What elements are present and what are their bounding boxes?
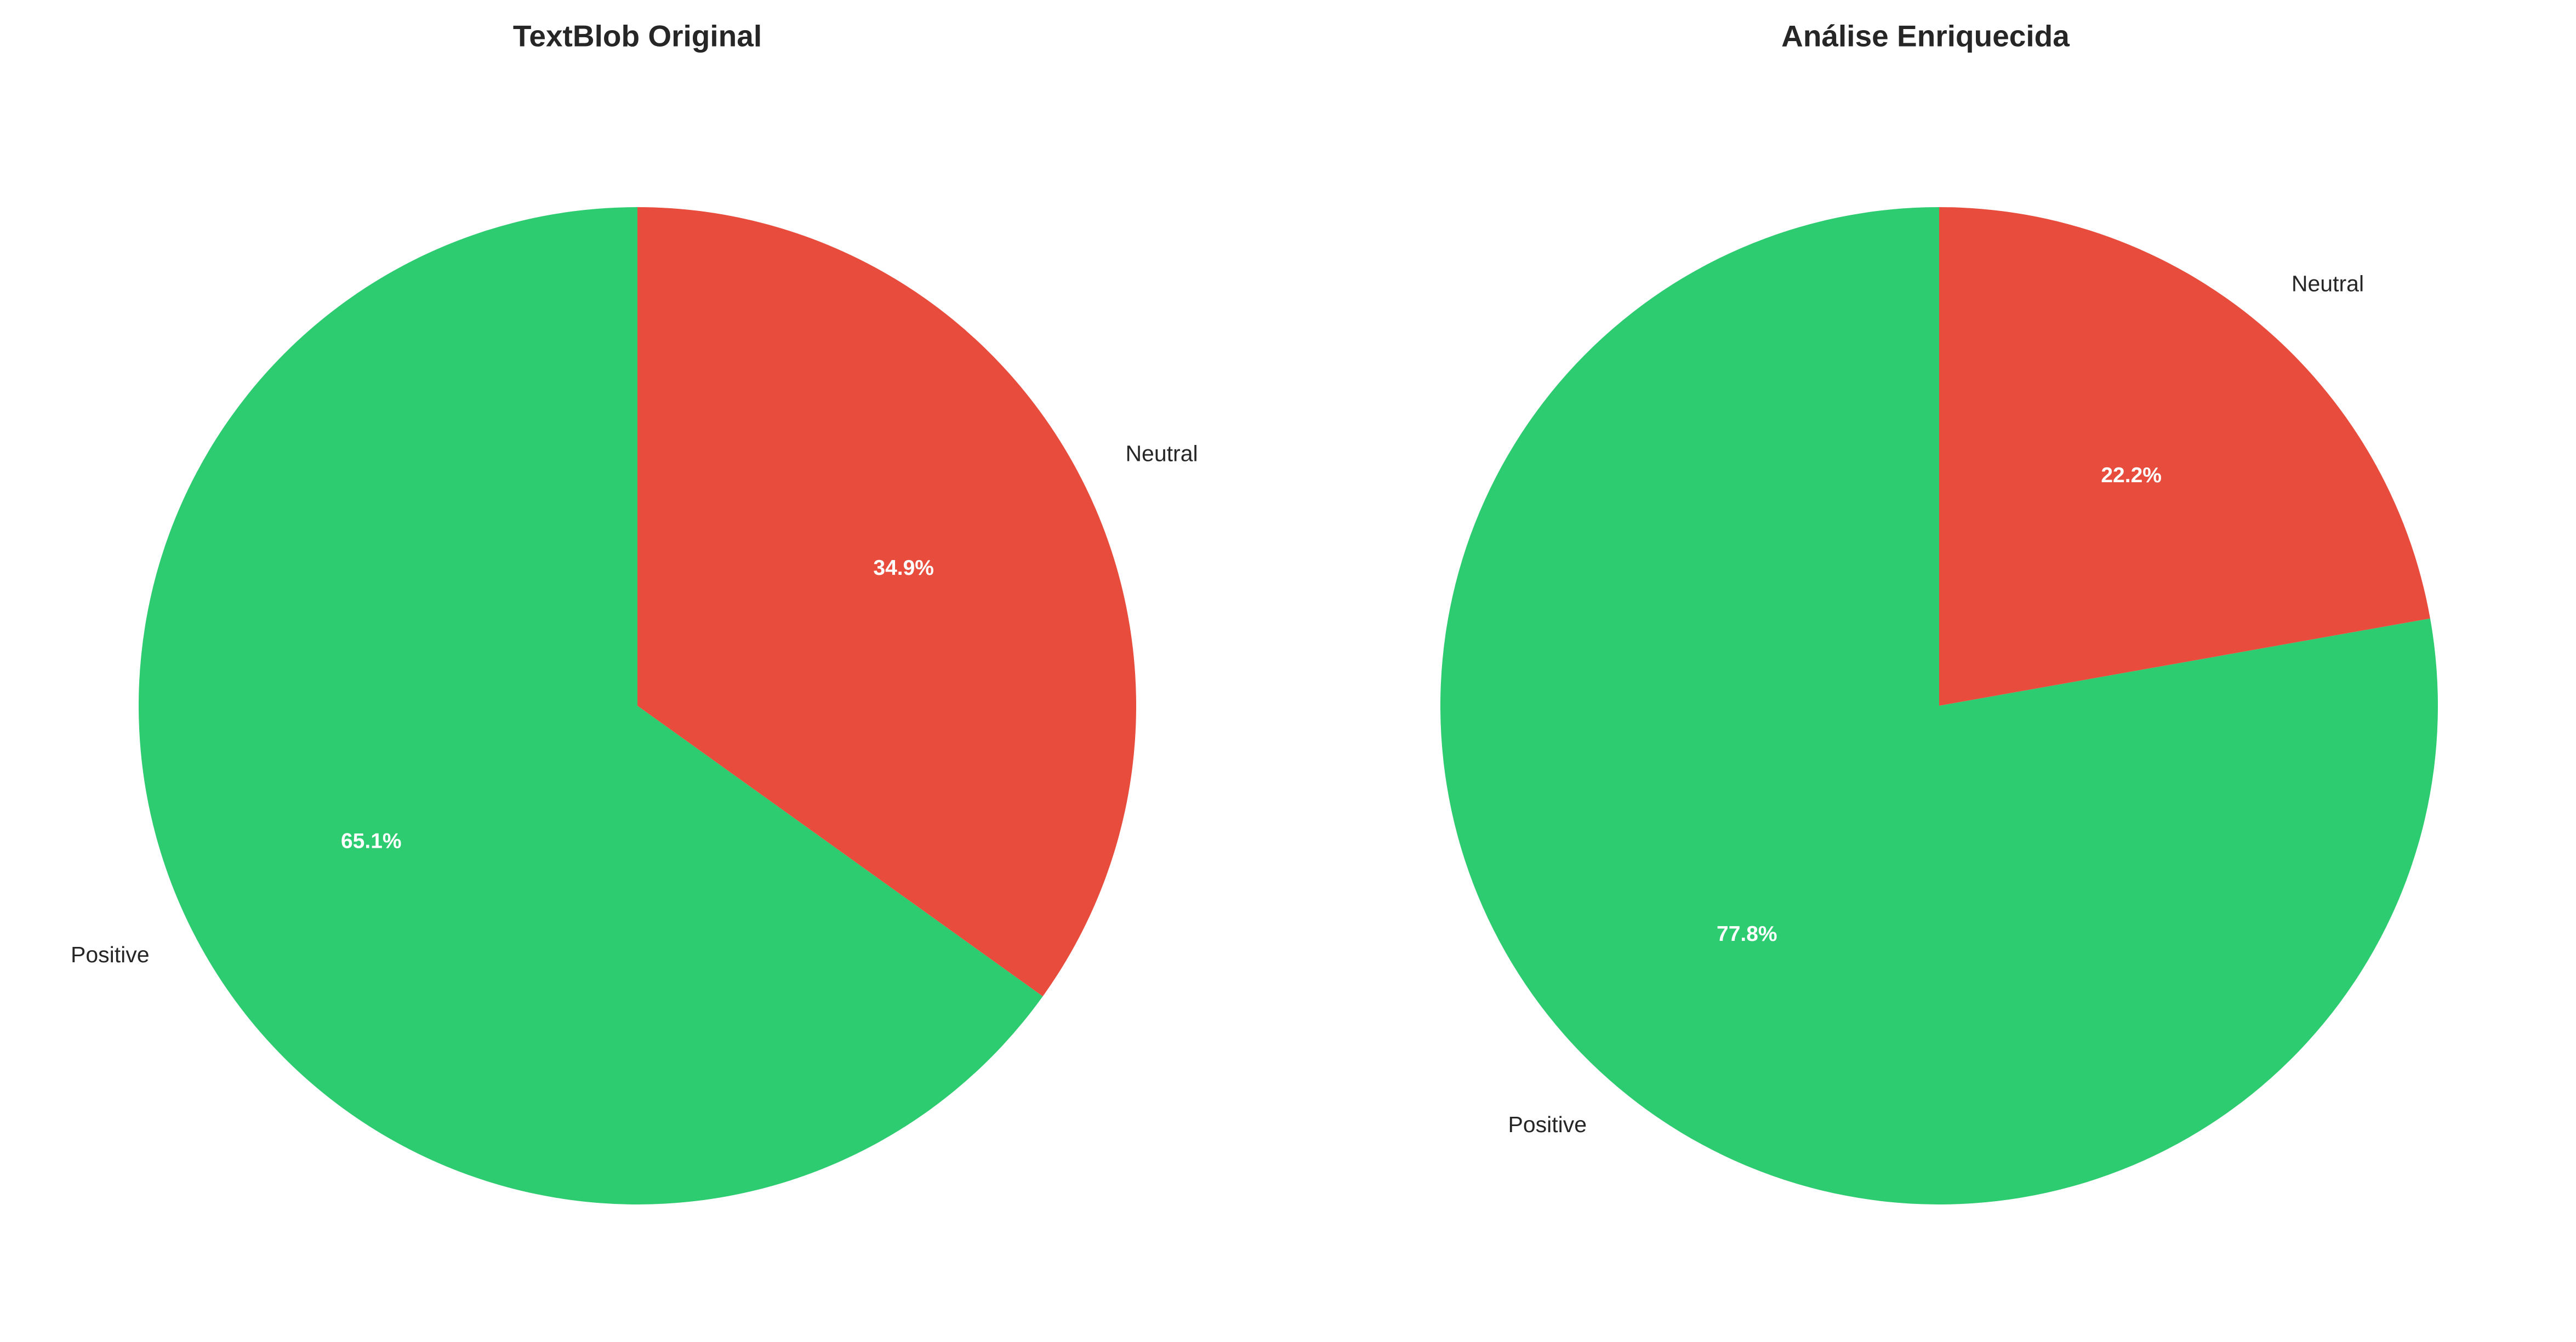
pct-label-positive: 65.1% bbox=[341, 830, 402, 853]
chart-title: TextBlob Original bbox=[513, 19, 762, 53]
pie-panel-textblob: TextBlob Original Neutral 34.9% Positive 65.… bbox=[71, 19, 1198, 1204]
pie-slice-neutral bbox=[1939, 207, 2430, 706]
pct-label-neutral: 34.9% bbox=[873, 556, 934, 580]
slice-label-neutral: Neutral bbox=[1125, 441, 1198, 466]
pie-chart-enriched: Análise Enriquecida Neutral 22.2% Positive 7… bbox=[1440, 19, 2438, 1204]
chart-title: Análise Enriquecida bbox=[1781, 19, 2070, 53]
slice-label-positive: Positive bbox=[71, 942, 150, 967]
pct-label-positive: 77.8% bbox=[1717, 922, 1777, 946]
pct-label-neutral: 22.2% bbox=[2101, 464, 2162, 487]
slice-label-neutral: Neutral bbox=[2292, 271, 2364, 296]
pie-chart-textblob: TextBlob Original Neutral 34.9% Positive 65.… bbox=[71, 19, 1198, 1204]
pie-panel-enriched: Análise Enriquecida Neutral 22.2% Positive 7… bbox=[1288, 0, 2576, 1342]
pie-slice-positive bbox=[1440, 207, 2438, 1204]
pie-slice-positive bbox=[138, 207, 1043, 1204]
pie-slice-neutral bbox=[637, 207, 1136, 997]
slice-label-positive: Positive bbox=[1508, 1112, 1587, 1137]
